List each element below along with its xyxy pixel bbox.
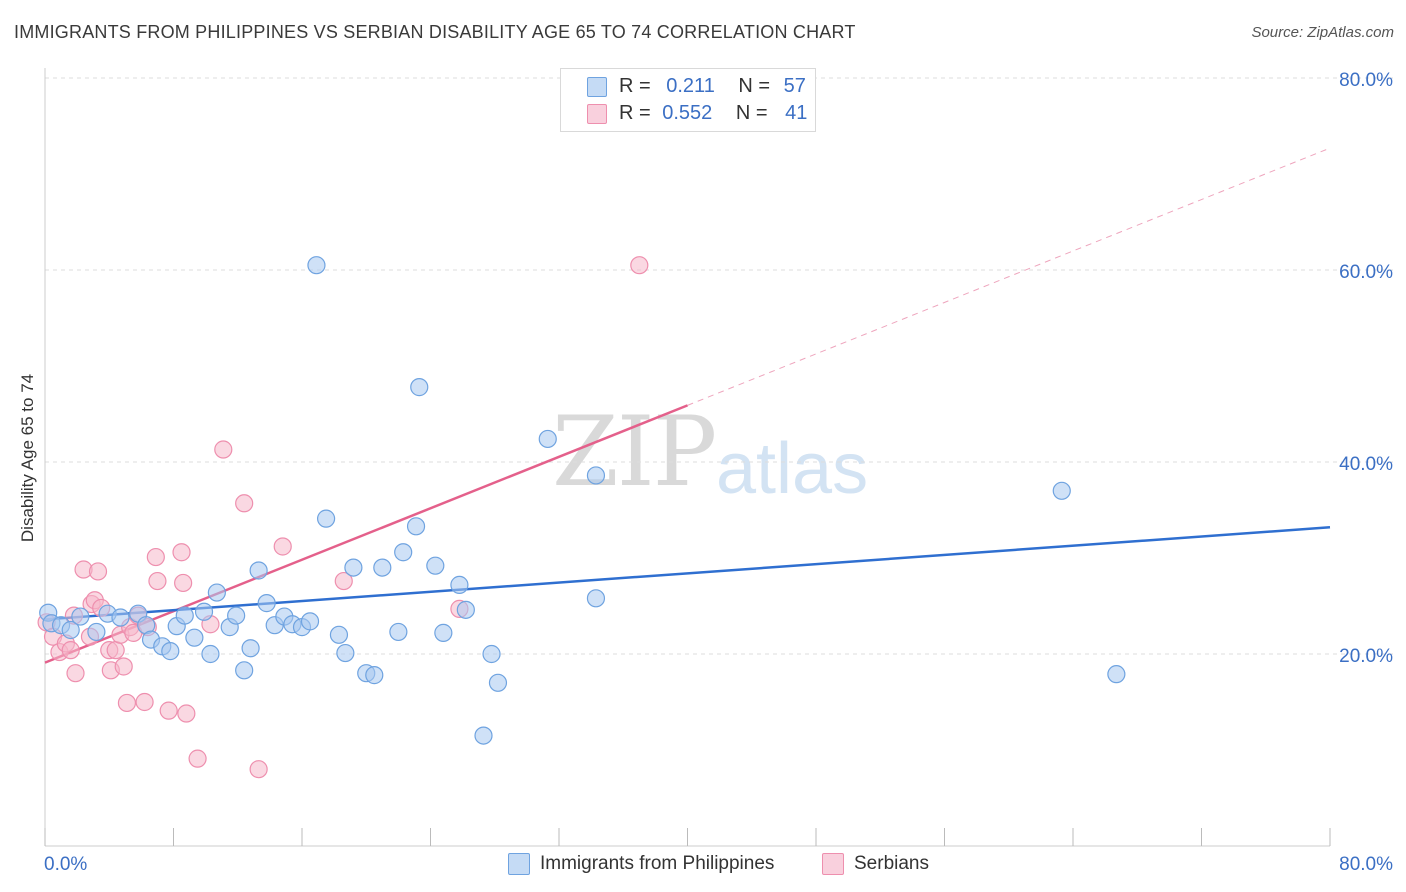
legend-n-value: 41 bbox=[785, 102, 808, 124]
point-philippines bbox=[307, 256, 326, 275]
point-philippines bbox=[1052, 481, 1071, 500]
tick-label-layer: 20.0% 40.0% 60.0% 80.0% 0.0% 80.0% bbox=[44, 70, 1393, 875]
point-philippines bbox=[434, 623, 453, 642]
correlation-legend: R = 0.211 N = 57 R = 0.552 N = 41 bbox=[560, 68, 816, 132]
y-tick-label: 20.0% bbox=[1339, 646, 1393, 667]
point-serbians bbox=[88, 562, 108, 581]
point-serbians bbox=[177, 704, 196, 723]
point-serbians bbox=[273, 537, 292, 556]
point-philippines bbox=[456, 600, 475, 619]
x-tick-label: 0.0% bbox=[44, 854, 87, 875]
point-philippines bbox=[1107, 665, 1126, 684]
point-philippines bbox=[87, 622, 106, 642]
trend-line-serbians-extension bbox=[687, 147, 1331, 406]
point-philippines bbox=[185, 628, 204, 647]
legend-r-label: R = bbox=[619, 75, 651, 97]
point-serbians bbox=[630, 256, 649, 275]
point-philippines bbox=[365, 666, 384, 685]
point-philippines bbox=[336, 643, 355, 663]
point-philippines bbox=[227, 606, 246, 625]
point-serbians bbox=[249, 760, 268, 779]
point-philippines bbox=[373, 558, 392, 577]
point-philippines bbox=[207, 583, 226, 602]
point-philippines bbox=[344, 558, 363, 577]
y-tick-label: 60.0% bbox=[1339, 262, 1393, 283]
legend-n-label: N = bbox=[735, 102, 768, 124]
point-philippines bbox=[111, 608, 130, 627]
source-label: Source: ZipAtlas.com bbox=[1251, 24, 1394, 41]
point-serbians bbox=[334, 571, 353, 591]
bottom-legend-swatch-serbians bbox=[822, 853, 844, 875]
point-serbians bbox=[135, 692, 154, 712]
legend-swatch-serbians bbox=[587, 104, 607, 124]
point-philippines bbox=[329, 625, 349, 644]
point-philippines bbox=[241, 639, 260, 658]
point-serbians bbox=[117, 693, 137, 713]
point-philippines bbox=[482, 644, 501, 664]
point-philippines bbox=[61, 620, 80, 640]
point-philippines bbox=[300, 612, 320, 631]
point-philippines bbox=[161, 642, 180, 661]
point-layer bbox=[37, 256, 1126, 779]
watermark-atlas: atlas bbox=[716, 429, 869, 509]
legend-n-label: N = bbox=[738, 75, 771, 97]
legend-swatch-philippines bbox=[587, 77, 607, 97]
point-serbians bbox=[146, 547, 165, 567]
point-serbians bbox=[114, 657, 133, 676]
watermark-zip: ZIP bbox=[552, 396, 717, 508]
point-philippines bbox=[394, 543, 413, 562]
trend-line-philippines bbox=[44, 526, 1331, 621]
bottom-legend-label-philippines: Immigrants from Philippines bbox=[540, 853, 775, 874]
point-philippines bbox=[316, 509, 336, 528]
legend-n-value: 57 bbox=[783, 75, 806, 97]
point-philippines bbox=[71, 607, 90, 626]
point-philippines bbox=[586, 466, 606, 485]
point-serbians bbox=[159, 701, 178, 720]
point-serbians bbox=[106, 641, 125, 660]
point-philippines bbox=[257, 594, 276, 613]
grid-layer bbox=[45, 77, 1394, 655]
point-serbians bbox=[148, 571, 167, 591]
point-philippines bbox=[538, 429, 557, 449]
point-philippines bbox=[586, 589, 606, 608]
point-philippines bbox=[201, 644, 220, 664]
point-serbians bbox=[214, 440, 233, 459]
point-philippines bbox=[450, 575, 469, 594]
point-serbians bbox=[235, 494, 254, 513]
point-philippines bbox=[389, 622, 408, 642]
y-tick-label: 40.0% bbox=[1339, 454, 1393, 475]
trend-layer bbox=[44, 147, 1331, 664]
legend-r-label: R = bbox=[619, 102, 651, 124]
point-philippines bbox=[426, 556, 445, 575]
axis-layer bbox=[44, 68, 1331, 847]
point-philippines bbox=[410, 378, 429, 397]
chart-title: IMMIGRANTS FROM PHILIPPINES VS SERBIAN D… bbox=[14, 22, 856, 42]
bottom-legend-swatch-philippines bbox=[508, 853, 530, 875]
point-serbians bbox=[66, 664, 85, 683]
x-tick-label: 80.0% bbox=[1339, 854, 1393, 875]
legend-r-value: 0.552 bbox=[662, 102, 713, 124]
point-philippines bbox=[406, 517, 426, 536]
point-serbians bbox=[61, 641, 80, 660]
y-tick-label: 80.0% bbox=[1339, 70, 1393, 91]
point-philippines bbox=[194, 602, 214, 621]
point-serbians bbox=[172, 543, 191, 562]
point-philippines bbox=[488, 673, 508, 692]
legend-r-value: 0.211 bbox=[666, 75, 715, 97]
point-philippines bbox=[474, 726, 493, 745]
point-philippines bbox=[175, 606, 194, 625]
point-philippines bbox=[249, 561, 268, 580]
point-serbians bbox=[188, 749, 207, 768]
bottom-legend-label-serbians: Serbians bbox=[854, 853, 929, 874]
point-philippines bbox=[235, 661, 254, 680]
point-serbians bbox=[174, 573, 193, 593]
